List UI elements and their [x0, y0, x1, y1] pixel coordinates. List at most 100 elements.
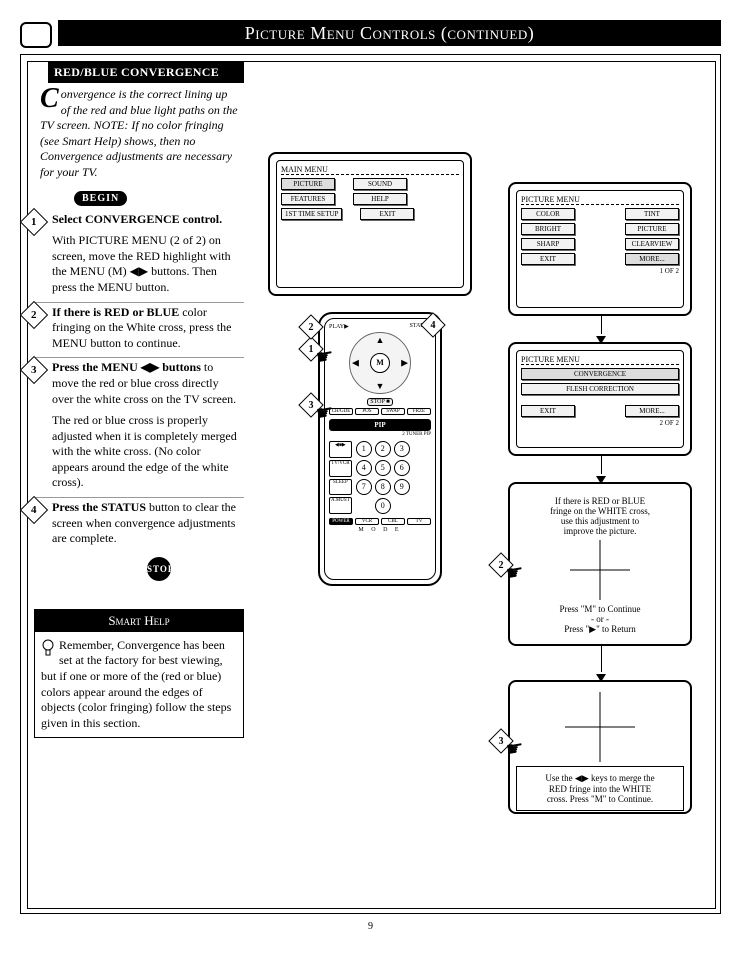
rc-lb1: TV/VCR	[329, 460, 352, 477]
rc-chgde: CH/GDE	[329, 408, 353, 415]
rc-power: POWER	[329, 518, 353, 525]
rc-vcr: VCR	[355, 518, 379, 525]
remote-control: PLAY▶ STATUS M ◀ ▶ ▲ ▼ STOP ■	[318, 312, 442, 586]
tv-picture-menu-2: PICTURE MENU CONVERGENCE FLESH CORRECTIO…	[508, 342, 692, 456]
main-menu-features: FEATURES	[281, 193, 335, 205]
smart-help-box: Smart Help Remember, Convergence has bee…	[34, 609, 244, 739]
smart-help-header: Smart Help	[35, 610, 243, 632]
pm2-more: MORE...	[625, 405, 679, 417]
pm1-more: MORE...	[625, 253, 679, 265]
rc-down-icon: ▼	[376, 381, 385, 391]
main-menu-help: HELP	[353, 193, 407, 205]
rc-lb3: A.MUST	[329, 497, 352, 514]
pm1-picture: PICTURE	[625, 223, 679, 235]
rc-num: 3	[394, 441, 410, 457]
main-menu-label: MAIN MENU	[281, 165, 459, 175]
page-frame: RED/BLUE CONVERGENCE C onvergence is the…	[20, 54, 721, 914]
step-3: 3 Press the MENU ◀▶ buttons to move the …	[34, 358, 244, 498]
step3-extra: The red or blue cross is properly adjust…	[52, 413, 237, 489]
pm1-clearview: CLEARVIEW	[625, 238, 679, 250]
msg2-l3: cross. Press "M" to Continue.	[521, 794, 679, 804]
tv-screen-icon	[20, 22, 52, 48]
bulb-icon	[41, 638, 55, 658]
rc-stop: STOP ■	[367, 398, 392, 406]
rc-num: 1	[356, 441, 372, 457]
rc-play: PLAY▶	[329, 323, 349, 330]
white-cross-icon	[565, 692, 635, 762]
page-number: 9	[20, 921, 721, 932]
rc-num: 8	[375, 479, 391, 495]
rc-numpad: 1 2 3 4 5 6 7 8 9 0	[356, 441, 410, 514]
main-menu-setup: 1ST TIME SETUP	[281, 208, 342, 220]
intro-body: onvergence is the correct lining up of t…	[40, 87, 238, 179]
tv-msg-1: If there is RED or BLUE fringe on the WH…	[508, 482, 692, 646]
intro-text: C onvergence is the correct lining up of…	[34, 83, 244, 187]
step2-title: If there is RED or BLUE	[52, 305, 179, 319]
msg1-l7: Press "▶" to Return	[520, 624, 680, 635]
msg1-l3: use this adjustment to	[520, 516, 680, 526]
section-header: RED/BLUE CONVERGENCE	[48, 62, 244, 83]
rc-num: 7	[356, 479, 372, 495]
rc-num: 0	[375, 498, 391, 514]
step-marker-4: 4	[20, 496, 48, 524]
rc-right-icon: ▶	[401, 358, 408, 369]
rc-up-icon: ▲	[376, 335, 385, 345]
msg1-l6: - or -	[520, 614, 680, 624]
pm2-flesh: FLESH CORRECTION	[521, 383, 679, 395]
tv-picture-menu-1: PICTURE MENU COLOR BRIGHT SHARP EXIT TIN…	[508, 182, 692, 316]
rc-num: 2	[375, 441, 391, 457]
pic-menu-2-label: PICTURE MENU	[521, 355, 679, 365]
rc-frze: FRZE	[407, 408, 431, 415]
rc-cbl: CBL	[381, 518, 405, 525]
pm1-bright: BRIGHT	[521, 223, 575, 235]
main-menu-sound: SOUND	[353, 178, 407, 190]
step1-body: With PICTURE MENU (2 of 2) on screen, mo…	[52, 233, 231, 294]
smart-help-body: Remember, Convergence has been set at th…	[41, 638, 231, 730]
rc-menu-button: M	[370, 353, 390, 373]
step-4: 4 Press the STATUS button to clear the s…	[34, 498, 244, 553]
step1-title: Select CONVERGENCE control.	[52, 212, 222, 226]
rc-pos: POS	[355, 408, 379, 415]
white-cross-icon	[570, 540, 630, 600]
step3-title: Press the MENU ◀▶ buttons	[52, 360, 201, 374]
rc-mode: M O D E	[329, 527, 431, 533]
msg1-l1: If there is RED or BLUE	[520, 496, 680, 506]
pm2-convergence: CONVERGENCE	[521, 368, 679, 380]
pic-menu-1-label: PICTURE MENU	[521, 195, 679, 205]
rc-num: 6	[394, 460, 410, 476]
dropcap: C	[40, 87, 61, 111]
pm2-exit: EXIT	[521, 405, 575, 417]
stop-badge: STOP	[147, 557, 171, 581]
step4-title: Press the STATUS	[52, 500, 146, 514]
rc-swap: SWAP	[381, 408, 405, 415]
begin-badge: BEGIN	[74, 191, 127, 206]
msg2-l1: Use the ◀▶ keys to merge the	[521, 773, 679, 784]
pm1-pager: 1 OF 2	[521, 267, 679, 275]
rc-num: 5	[375, 460, 391, 476]
tv-main-menu: MAIN MENU PICTURE SOUND FEATURES HELP 1S…	[268, 152, 472, 296]
rc-pip: PIP	[329, 419, 431, 431]
rc-dpad: M ◀ ▶ ▲ ▼	[349, 332, 411, 394]
step-marker-3: 3	[20, 356, 48, 384]
step-2: 2 If there is RED or BLUE color fringing…	[34, 303, 244, 359]
pm1-exit: EXIT	[521, 253, 575, 265]
step-1: 1 Select CONVERGENCE control. With PICTU…	[34, 210, 244, 303]
rc-lb0: ◀■▶	[329, 441, 352, 458]
tv-msg-2: Use the ◀▶ keys to merge the RED fringe …	[508, 680, 692, 814]
msg1-l5: Press "M" to Continue	[520, 604, 680, 614]
rc-tv: TV	[407, 518, 431, 525]
main-menu-exit: EXIT	[360, 208, 414, 220]
pm2-pager: 2 OF 2	[521, 419, 679, 427]
pm1-tint: TINT	[625, 208, 679, 220]
msg1-l2: fringe on the WHITE cross,	[520, 506, 680, 516]
rc-left-icon: ◀	[352, 358, 359, 369]
pm1-sharp: SHARP	[521, 238, 575, 250]
rc-lb2: SLEEP	[329, 479, 352, 496]
rc-num: 4	[356, 460, 372, 476]
step-marker-2: 2	[20, 300, 48, 328]
pm1-color: COLOR	[521, 208, 575, 220]
msg1-l4: improve the picture.	[520, 526, 680, 536]
msg2-l2: RED fringe into the WHITE	[521, 784, 679, 794]
page-title: Picture Menu Controls (continued)	[58, 20, 721, 46]
main-menu-picture: PICTURE	[281, 178, 335, 190]
